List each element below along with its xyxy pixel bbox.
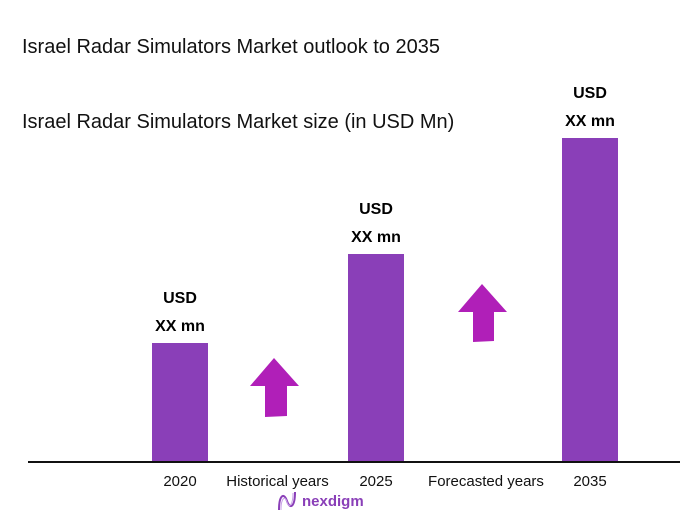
data-label-line1: USD	[573, 85, 607, 103]
data-label-2020: USD XX mn	[120, 285, 240, 341]
bar-2025	[348, 253, 404, 462]
data-label-2025: USD XX mn	[316, 196, 436, 252]
x-tick-2020: 2020	[163, 473, 197, 490]
growth-arrow-icon	[250, 358, 299, 417]
data-label-line1: USD	[359, 200, 393, 218]
data-label-line2: XX mn	[155, 318, 205, 335]
data-label-line2: XX mn	[351, 228, 401, 246]
data-label-line1: USD	[163, 290, 197, 307]
data-label-line2: XX mn	[565, 113, 615, 131]
brand-name: nexdigm	[302, 492, 364, 510]
bar-2035	[562, 138, 618, 462]
bar-2020	[152, 343, 208, 462]
x-axis-line	[28, 461, 680, 463]
x-tick-2025: 2025	[359, 473, 393, 490]
nexdigm-logo-icon	[278, 491, 296, 511]
nexdigm-logo: nexdigm	[276, 490, 364, 512]
chart-title: Israel Radar Simulators Market outlook t…	[22, 36, 440, 58]
period-label-forecasted: Forecasted years	[428, 473, 544, 490]
data-label-2035: USD XX mn	[530, 80, 650, 136]
period-label-historical: Historical years	[226, 473, 329, 490]
growth-arrow-icon	[458, 284, 507, 342]
chart-subtitle: Israel Radar Simulators Market size (in …	[22, 111, 455, 133]
x-tick-2035: 2035	[573, 473, 607, 490]
